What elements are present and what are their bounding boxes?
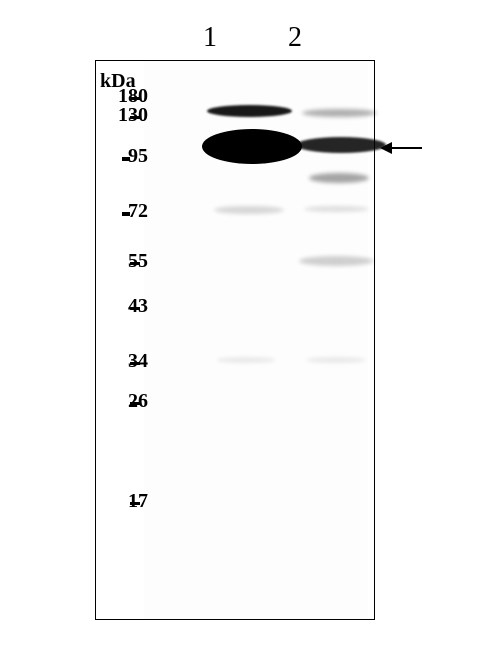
band-lane1-72 — [214, 206, 284, 214]
marker-72: 72 — [88, 200, 148, 223]
band-lane1-34 — [216, 357, 276, 363]
arrow-head-icon — [380, 142, 392, 154]
lane-label-2: 2 — [280, 22, 310, 54]
lane-label-1: 1 — [195, 22, 225, 54]
band-lane2-80 — [309, 173, 369, 183]
band-lane1-95-main — [202, 129, 302, 164]
band-lane1-130 — [207, 105, 292, 117]
band-lane2-72 — [304, 206, 369, 212]
tick-34 — [130, 362, 140, 365]
lane-area — [144, 61, 368, 619]
tick-72 — [122, 212, 130, 216]
band-lane2-130 — [302, 109, 377, 117]
band-lane2-34 — [306, 357, 366, 363]
tick-17 — [130, 502, 140, 505]
marker-95: 95 — [88, 145, 148, 168]
band-lane2-55 — [299, 256, 374, 266]
tick-55 — [130, 262, 140, 265]
tick-130 — [130, 116, 140, 119]
arrow-line — [392, 147, 422, 149]
tick-95 — [122, 157, 130, 161]
target-arrow — [380, 142, 422, 154]
tick-180 — [130, 97, 140, 100]
tick-43 — [130, 307, 140, 310]
band-lane2-95-main — [296, 137, 386, 153]
blot-frame — [95, 60, 375, 620]
tick-26 — [130, 402, 140, 405]
